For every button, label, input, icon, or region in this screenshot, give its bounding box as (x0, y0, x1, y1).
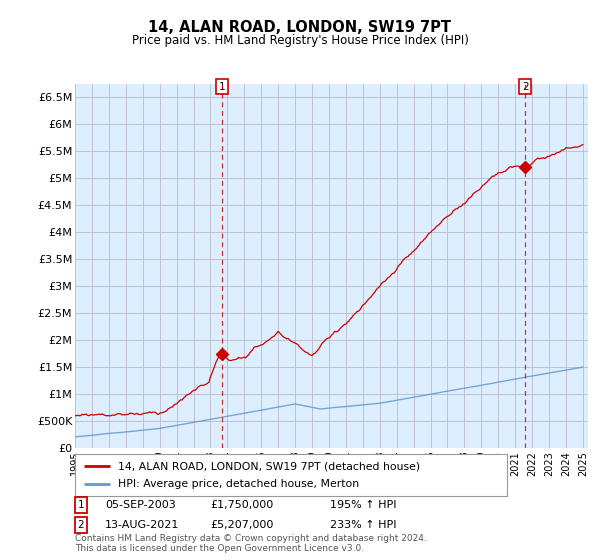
Text: 13-AUG-2021: 13-AUG-2021 (105, 520, 179, 530)
Text: 1: 1 (218, 82, 225, 92)
Text: 233% ↑ HPI: 233% ↑ HPI (330, 520, 397, 530)
Text: £1,750,000: £1,750,000 (210, 500, 273, 510)
Text: 195% ↑ HPI: 195% ↑ HPI (330, 500, 397, 510)
Text: 14, ALAN ROAD, LONDON, SW19 7PT: 14, ALAN ROAD, LONDON, SW19 7PT (149, 20, 452, 35)
Text: Contains HM Land Registry data © Crown copyright and database right 2024.
This d: Contains HM Land Registry data © Crown c… (75, 534, 427, 553)
Text: 2: 2 (522, 82, 529, 92)
Text: 05-SEP-2003: 05-SEP-2003 (105, 500, 176, 510)
Text: £5,207,000: £5,207,000 (210, 520, 274, 530)
Text: 2: 2 (77, 520, 85, 530)
Text: HPI: Average price, detached house, Merton: HPI: Average price, detached house, Mert… (118, 479, 359, 489)
Text: 1: 1 (77, 500, 85, 510)
Text: 14, ALAN ROAD, LONDON, SW19 7PT (detached house): 14, ALAN ROAD, LONDON, SW19 7PT (detache… (118, 461, 421, 471)
Text: Price paid vs. HM Land Registry's House Price Index (HPI): Price paid vs. HM Land Registry's House … (131, 34, 469, 46)
